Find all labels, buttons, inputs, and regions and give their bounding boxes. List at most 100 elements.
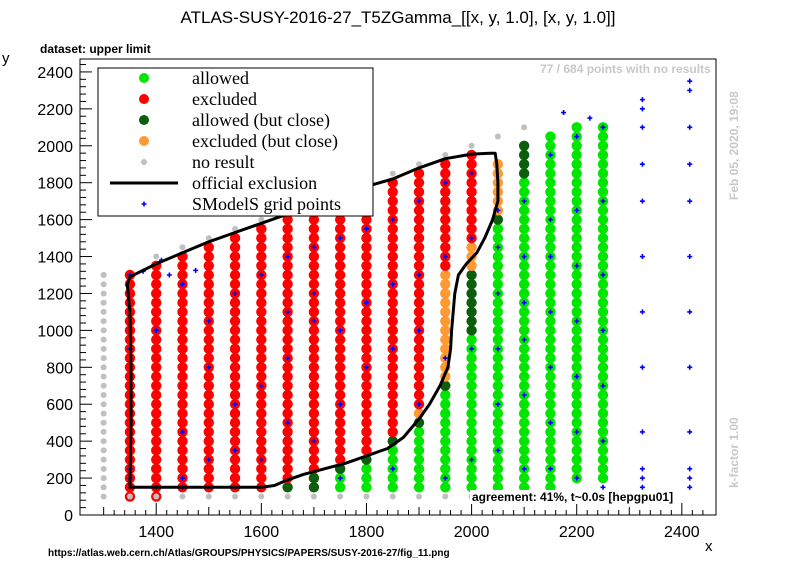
- point-excluded: [308, 306, 320, 318]
- point-allowed: [518, 260, 530, 271]
- point-excluded: [413, 177, 425, 188]
- smodels-grid-point: [521, 300, 527, 306]
- point-excluded: [282, 297, 293, 308]
- point-excluded-close: [466, 242, 477, 253]
- point-excluded: [413, 306, 425, 318]
- point-excluded: [151, 445, 162, 456]
- point-allowed: [440, 445, 451, 456]
- point-excluded: [256, 435, 267, 447]
- smodels-grid-point: [639, 97, 645, 103]
- point-allowed: [571, 334, 582, 345]
- point-excluded: [229, 297, 241, 308]
- point-excluded: [203, 288, 214, 299]
- smodels-grid-point: [547, 466, 553, 472]
- point-excluded: [308, 269, 320, 281]
- point-allowed: [466, 371, 477, 382]
- point-allowed: [571, 435, 582, 447]
- point-excluded: [466, 214, 477, 225]
- point-allowed: [597, 445, 609, 456]
- point-excluded: [308, 445, 320, 456]
- legend-label: no result: [192, 152, 255, 172]
- point-excluded: [151, 472, 162, 484]
- point-excluded: [413, 251, 425, 262]
- point-allowed: [440, 463, 451, 475]
- smodels-grid-point: [390, 281, 396, 287]
- point-allowed: [597, 463, 609, 475]
- smodels-grid-point: [285, 355, 291, 361]
- point-excluded: [413, 343, 425, 355]
- point-excluded: [282, 380, 293, 391]
- point-allowed: [492, 454, 504, 465]
- point-excluded-close: [440, 334, 451, 345]
- point-excluded: [361, 426, 372, 438]
- point-allowed: [466, 380, 477, 391]
- point-allowed: [466, 472, 477, 484]
- point-excluded: [334, 426, 346, 438]
- smodels-grid-point: [442, 355, 448, 361]
- point-allowed: [545, 177, 556, 188]
- point-allowed: [492, 380, 504, 391]
- point-excluded: [413, 223, 425, 235]
- point-excluded: [203, 408, 214, 419]
- point-excluded: [229, 325, 241, 336]
- smodels-grid-point: [574, 134, 580, 140]
- point-excluded: [413, 334, 425, 345]
- point-allowed: [413, 463, 425, 475]
- point-excluded: [361, 306, 372, 318]
- point-excluded-close: [440, 315, 451, 327]
- point-allowed: [518, 399, 530, 410]
- smodels-grid-point: [687, 309, 693, 315]
- point-excluded: [308, 362, 320, 373]
- smodels-grid-point: [639, 254, 645, 260]
- point-excluded: [151, 380, 162, 391]
- point-excluded: [177, 306, 188, 318]
- point-excluded: [334, 389, 346, 401]
- point-excluded: [387, 334, 398, 345]
- point-allowed-close: [466, 297, 477, 308]
- point-excluded: [440, 242, 451, 253]
- legend-label: official exclusion: [192, 173, 317, 193]
- point-excluded: [334, 306, 346, 318]
- point-allowed: [571, 149, 582, 161]
- point-excluded: [282, 279, 293, 290]
- smodels-grid-point: [639, 466, 645, 472]
- point-excluded: [387, 371, 398, 382]
- point-no-result: [232, 225, 239, 232]
- point-allowed: [597, 159, 609, 170]
- smodels-grid-point: [258, 457, 264, 463]
- point-allowed: [518, 343, 530, 355]
- point-excluded: [229, 242, 241, 253]
- point-excluded: [229, 417, 241, 428]
- smodels-grid-point: [285, 420, 291, 426]
- smodels-grid-point: [416, 198, 422, 204]
- y-tick-label: 600: [46, 397, 73, 414]
- point-excluded: [151, 362, 162, 373]
- point-excluded: [361, 435, 372, 447]
- y-tick-label: 1600: [37, 213, 73, 230]
- point-excluded: [387, 399, 398, 410]
- smodels-grid-point: [179, 429, 185, 435]
- point-excluded: [151, 279, 162, 290]
- point-excluded: [334, 223, 346, 235]
- point-allowed: [440, 399, 451, 410]
- point-excluded: [151, 306, 162, 318]
- point-excluded: [177, 325, 188, 336]
- point-excluded: [203, 445, 214, 456]
- point-excluded: [413, 297, 425, 308]
- smodels-grid-point: [311, 290, 317, 296]
- point-excluded: [177, 343, 188, 355]
- point-excluded: [151, 315, 162, 327]
- smodels-grid-point: [687, 475, 693, 481]
- point-allowed: [492, 260, 504, 271]
- point-allowed: [545, 297, 556, 308]
- x-tick-label: 2000: [454, 524, 490, 541]
- smodels-grid-point: [363, 300, 369, 306]
- point-no-result: [100, 281, 107, 288]
- legend-label: SModelS grid points: [192, 194, 341, 214]
- point-excluded: [203, 279, 214, 290]
- point-excluded: [282, 399, 293, 410]
- point-allowed: [518, 177, 530, 188]
- point-allowed: [466, 399, 477, 410]
- point-excluded: [361, 315, 372, 327]
- point-allowed: [545, 389, 556, 401]
